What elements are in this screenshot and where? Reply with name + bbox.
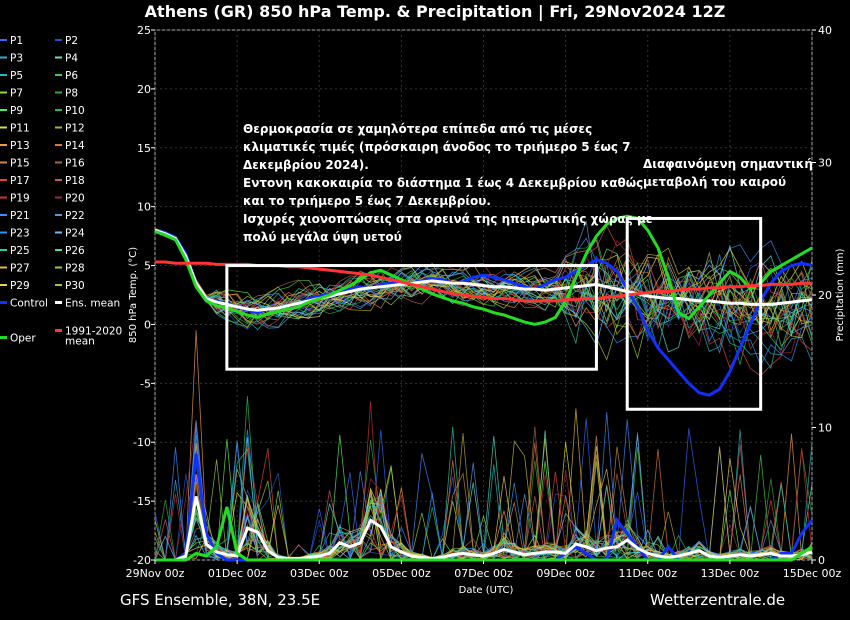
member-temp-line-P19 xyxy=(154,231,813,350)
legend-label: P27 xyxy=(10,263,30,275)
member-temp-line-P22 xyxy=(154,221,813,354)
legend-label: P7 xyxy=(10,88,23,100)
footer-left: GFS Ensemble, 38N, 23.5E xyxy=(120,591,320,609)
x-tick-label: 11Dec 00z xyxy=(618,567,677,580)
y2-tick-label: 20 xyxy=(818,289,832,302)
y-tick-label: 25 xyxy=(137,24,151,37)
legend-label: P4 xyxy=(65,53,78,65)
x-tick-label: 05Dec 00z xyxy=(372,567,431,580)
footer-right: Wetterzentrale.de xyxy=(650,591,785,609)
x-tick-label: 07Dec 00z xyxy=(454,567,513,580)
member-temp-line-P29 xyxy=(154,229,813,329)
legend-label: P11 xyxy=(10,123,30,135)
legend-label: P6 xyxy=(65,70,78,82)
annotation-left-line: Θερμοκρασία σε χαμηλότερα επίπεδα από τι… xyxy=(243,122,592,136)
annotation-left-line: και το τριήμερο 5 έως 7 Δεκεμβρίου. xyxy=(243,194,491,208)
legend-label: Oper xyxy=(10,333,36,345)
legend-label: P24 xyxy=(65,228,85,240)
x-tick-label: 15Dec 00z xyxy=(783,567,842,580)
precip-line-ens-mean xyxy=(155,496,813,562)
annotation-right-line: Διαφαινόμενη σημαντική xyxy=(643,157,813,171)
member-temp-line-P21 xyxy=(154,231,813,316)
chart-title: Athens (GR) 850 hPa Temp. & Precipitatio… xyxy=(145,2,726,22)
legend-label: P3 xyxy=(10,53,23,65)
member-temp-line-P30 xyxy=(154,229,813,339)
y2-axis-ticks: 40 30 20 10 0 xyxy=(812,24,832,567)
legend-label: P28 xyxy=(65,263,85,275)
y-tick-label: 15 xyxy=(137,142,151,155)
legend-label: P26 xyxy=(65,245,85,257)
annotation-box-1 xyxy=(225,264,598,371)
annotation-left-line: πολύ μεγάλα ύψη υετού xyxy=(243,230,402,244)
member-temp-line-P11 xyxy=(154,231,813,324)
temp-line-oper xyxy=(154,214,813,326)
y2-tick-label: 30 xyxy=(818,157,832,170)
legend-label: P18 xyxy=(65,175,85,187)
legend-label: P29 xyxy=(10,280,30,292)
y-tick-label: -20 xyxy=(133,554,151,567)
legend-label: P15 xyxy=(10,158,30,170)
legend-label: Ens. mean xyxy=(65,298,120,310)
legend-label: P8 xyxy=(65,88,78,100)
x-tick-label: 03Dec 00z xyxy=(290,567,349,580)
x-tick-label: 01Dec 00z xyxy=(208,567,267,580)
legend-label: P22 xyxy=(65,210,85,222)
legend: P1 P2 P3 P4 P5 P6 P7 P8 P9 P10 P11 P12 P13 P14 P15 P16 P… xyxy=(0,35,122,348)
legend-label: P2 xyxy=(65,35,78,47)
member-temp-line-P16 xyxy=(154,229,813,327)
annotation-right-line: μεταβολή του καιρού xyxy=(643,175,786,189)
main-series xyxy=(154,214,814,562)
annotation-left-line: κλιματικές τιμές (πρόσκαιρη άνοδος το τρ… xyxy=(243,140,631,154)
y-tick-label: 10 xyxy=(137,201,151,214)
y-tick-label: -5 xyxy=(140,377,151,390)
x-axis-ticks: 29Nov 00z 01Dec 00z 03Dec 00z 05Dec 00z 07De… xyxy=(126,560,842,580)
annotation-text: Θερμοκρασία σε χαμηλότερα επίπεδα από τι… xyxy=(243,122,813,244)
y-tick-label: 0 xyxy=(144,318,151,331)
legend-label: P13 xyxy=(10,140,30,152)
legend-label: P25 xyxy=(10,245,30,257)
y2-axis-label: Precipitation (mm) xyxy=(835,248,846,341)
y-tick-label: 5 xyxy=(144,260,151,273)
annotation-left-line: Ισχυρές χιονοπτώσεις στα ορεινά της ηπει… xyxy=(243,212,652,226)
legend-label: P9 xyxy=(10,105,23,117)
annotation-left-line: Εντονη κακοκαιρία το διάστημα 1 έως 4 Δε… xyxy=(243,176,643,190)
legend-label: P30 xyxy=(65,280,85,292)
legend-label: P14 xyxy=(65,140,85,152)
legend-label: P12 xyxy=(65,123,85,135)
x-tick-label: 29Nov 00z xyxy=(126,567,185,580)
legend-label: mean xyxy=(65,336,95,348)
annotation-boxes xyxy=(225,216,763,411)
x-tick-label: 13Dec 00z xyxy=(701,567,760,580)
legend-label: P21 xyxy=(10,210,30,222)
x-tick-label: 09Dec 00z xyxy=(536,567,595,580)
legend-label: P20 xyxy=(65,193,85,205)
y-tick-label: -15 xyxy=(133,495,151,508)
annotation-left-line: Δεκεμβρίου 2024). xyxy=(243,158,369,172)
legend-label: P1 xyxy=(10,35,23,47)
legend-label: P10 xyxy=(65,105,85,117)
y-tick-label: 20 xyxy=(137,83,151,96)
x-axis-label: Date (UTC) xyxy=(459,585,514,596)
legend-label: P5 xyxy=(10,70,23,82)
legend-label: P17 xyxy=(10,175,30,187)
legend-label: 1991-2020 xyxy=(65,326,122,338)
y2-tick-label: 40 xyxy=(818,24,832,37)
member-temp-line-P27 xyxy=(154,230,813,333)
legend-label: P19 xyxy=(10,193,30,205)
y2-tick-label: 10 xyxy=(818,422,832,435)
legend-label: P16 xyxy=(65,158,85,170)
y-tick-label: -10 xyxy=(133,436,151,449)
annotation-box-2 xyxy=(625,216,763,411)
legend-label: P23 xyxy=(10,228,30,240)
y-axis-label: 850 hPa Temp. (°C) xyxy=(128,247,139,343)
legend-label: Control xyxy=(10,298,48,310)
y2-tick-label: 0 xyxy=(818,554,825,567)
y-axis-ticks: 25 20 15 10 5 0 -5 -10 -15 -20 xyxy=(133,24,155,567)
